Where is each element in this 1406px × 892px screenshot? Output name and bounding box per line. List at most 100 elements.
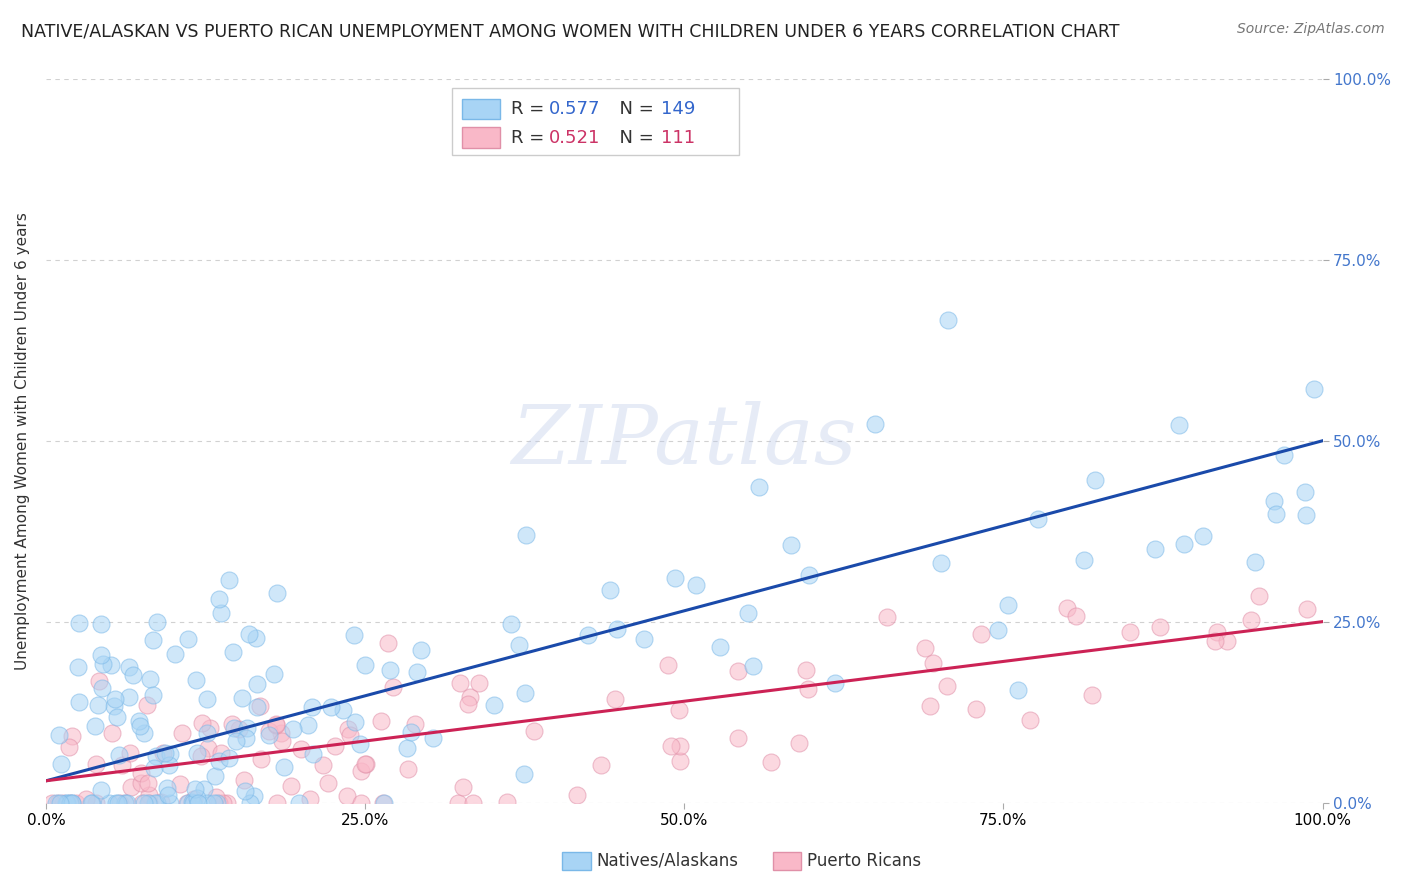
- Point: [264, 718, 287, 732]
- Point: [103, 699, 125, 714]
- Text: NATIVE/ALASKAN VS PUERTO RICAN UNEMPLOYMENT AMONG WOMEN WITH CHILDREN UNDER 6 YE: NATIVE/ALASKAN VS PUERTO RICAN UNEMPLOYM…: [21, 22, 1119, 40]
- Point: [139, 672, 162, 686]
- Point: [218, 751, 240, 765]
- Point: [69, 695, 91, 709]
- Point: [1302, 382, 1324, 396]
- Point: [195, 726, 218, 740]
- Point: [52, 796, 75, 810]
- Point: [824, 676, 846, 690]
- Point: [332, 703, 354, 717]
- Point: [90, 616, 112, 631]
- Point: [138, 796, 160, 810]
- Point: [404, 717, 426, 731]
- Point: [218, 573, 240, 587]
- Point: [105, 710, 128, 724]
- Point: [513, 767, 536, 781]
- Point: [965, 701, 987, 715]
- Point: [987, 623, 1010, 637]
- Point: [209, 746, 232, 760]
- Point: [709, 640, 731, 654]
- Point: [143, 796, 166, 810]
- Point: [184, 782, 207, 797]
- Point: [312, 757, 335, 772]
- Point: [114, 796, 136, 810]
- Point: [108, 747, 131, 762]
- Point: [748, 480, 770, 494]
- Point: [1206, 624, 1229, 639]
- Point: [970, 627, 993, 641]
- Point: [205, 796, 228, 810]
- Y-axis label: Unemployment Among Women with Children Under 6 years: Unemployment Among Women with Children U…: [15, 211, 30, 670]
- Point: [605, 691, 627, 706]
- Point: [84, 796, 107, 810]
- Point: [591, 758, 613, 772]
- Point: [263, 667, 285, 681]
- Point: [339, 728, 361, 742]
- Point: [997, 598, 1019, 612]
- Point: [353, 757, 375, 772]
- Point: [221, 717, 243, 731]
- Point: [727, 731, 749, 745]
- Point: [576, 628, 599, 642]
- Point: [422, 731, 444, 746]
- Point: [134, 726, 156, 740]
- Point: [66, 660, 89, 674]
- Point: [91, 657, 114, 671]
- Point: [863, 417, 886, 432]
- Point: [138, 789, 160, 803]
- Point: [1084, 473, 1107, 487]
- Point: [181, 796, 204, 810]
- Point: [567, 788, 589, 802]
- Point: [224, 721, 246, 735]
- Point: [56, 796, 79, 810]
- Point: [202, 796, 225, 810]
- Point: [523, 723, 546, 738]
- Point: [779, 538, 801, 552]
- Point: [75, 792, 97, 806]
- Point: [100, 726, 122, 740]
- Point: [177, 632, 200, 647]
- Text: Puerto Ricans: Puerto Ricans: [807, 852, 921, 870]
- Point: [145, 749, 167, 764]
- Point: [1294, 485, 1316, 500]
- Point: [59, 796, 82, 810]
- Point: [131, 796, 153, 810]
- Point: [136, 775, 159, 789]
- Point: [370, 714, 392, 728]
- Point: [451, 780, 474, 794]
- Point: [281, 722, 304, 736]
- Point: [184, 673, 207, 688]
- Point: [1064, 608, 1087, 623]
- Point: [246, 699, 269, 714]
- Point: [1192, 528, 1215, 542]
- Point: [411, 643, 433, 657]
- Point: [266, 716, 288, 731]
- Point: [1019, 713, 1042, 727]
- Point: [195, 692, 218, 706]
- Point: [449, 676, 471, 690]
- Point: [1056, 601, 1078, 615]
- Point: [177, 796, 200, 810]
- Point: [82, 796, 104, 810]
- Point: [165, 647, 187, 661]
- Point: [190, 749, 212, 764]
- Point: [90, 783, 112, 797]
- Point: [107, 796, 129, 810]
- Text: Source: ZipAtlas.com: Source: ZipAtlas.com: [1237, 22, 1385, 37]
- Point: [1264, 507, 1286, 521]
- Point: [742, 659, 765, 673]
- Point: [157, 758, 180, 772]
- Point: [62, 729, 84, 743]
- Point: [186, 747, 208, 761]
- Point: [159, 796, 181, 810]
- Point: [231, 691, 253, 706]
- Point: [664, 571, 686, 585]
- Point: [468, 676, 491, 690]
- Point: [233, 784, 256, 798]
- Point: [208, 591, 231, 606]
- Point: [318, 776, 340, 790]
- Point: [1143, 541, 1166, 556]
- Point: [60, 796, 83, 810]
- Point: [208, 796, 231, 810]
- Point: [1244, 555, 1267, 569]
